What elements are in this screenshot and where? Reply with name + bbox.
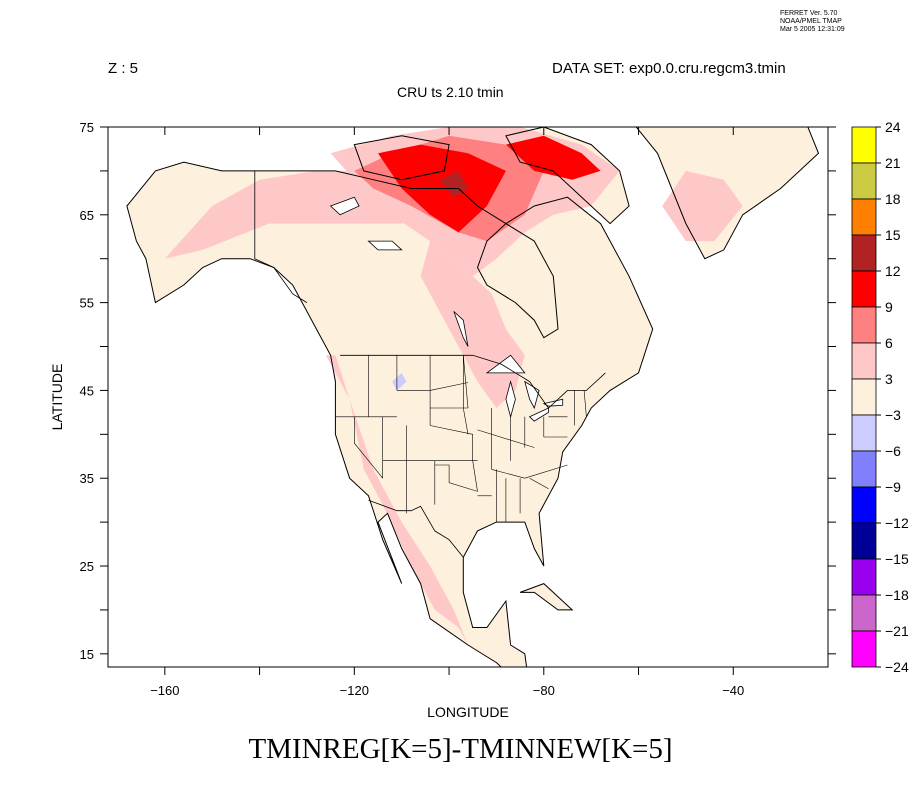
- lake-winnipeg: [453, 311, 469, 347]
- lake-layer: [329, 196, 564, 422]
- y-tick-label: 45: [80, 383, 94, 398]
- colorbar-label: 9: [885, 299, 893, 315]
- colorbar-label: −3: [885, 407, 901, 423]
- x-axis-label: LONGITUDE: [427, 704, 509, 720]
- colorbar-label: −9: [885, 479, 901, 495]
- y-axis-label: LATITUDE: [49, 364, 65, 431]
- colorbar-swatch: [851, 342, 877, 380]
- outline-layer: [126, 127, 820, 667]
- state-line-29: [462, 355, 469, 435]
- colorbar-swatch: [851, 450, 877, 488]
- x-tick-label: −120: [340, 683, 369, 698]
- colorbar-label: 18: [885, 191, 901, 207]
- colorbar-label: −24: [885, 659, 909, 675]
- y-tick-label: 65: [80, 208, 94, 223]
- colorbar-label: 6: [885, 335, 893, 351]
- colorbar-label: 21: [885, 155, 901, 171]
- great-bear-lake: [329, 196, 360, 216]
- colorbar-swatch: [851, 306, 877, 344]
- state-line-7: [430, 425, 473, 435]
- colorbar-label: 15: [885, 227, 901, 243]
- ferret-org: NOAA/PMEL TMAP: [780, 18, 842, 25]
- ferret-date: Mar 5 2005 12:31:09: [780, 26, 845, 33]
- coast-victoria-island: [353, 135, 450, 181]
- us-mexico-border: [368, 499, 464, 558]
- colorbar-label: −15: [885, 551, 909, 567]
- colorbar-swatch: [851, 594, 877, 632]
- colorbar-swatch: [851, 486, 877, 524]
- anomaly-region-9: [392, 372, 407, 391]
- colorbar-swatch: [851, 630, 877, 668]
- x-axis: −160 −120 −80 −40: [150, 127, 744, 698]
- anomaly-region-4: [662, 170, 743, 242]
- state-line-13: [434, 464, 478, 492]
- colorbar-label: −18: [885, 587, 909, 603]
- y-tick-label: 25: [80, 559, 94, 574]
- y-tick-label: 55: [80, 296, 94, 311]
- anomaly-region-1: [164, 170, 431, 259]
- anomaly-region-7: [505, 135, 601, 180]
- coast-cuba: [519, 583, 574, 611]
- colorbar-label: 3: [885, 371, 893, 387]
- coast-greenland: [635, 127, 820, 260]
- x-tick-label: −40: [722, 683, 744, 698]
- colorbar-label: −21: [885, 623, 909, 639]
- colorbar-label: 12: [885, 263, 901, 279]
- state-line-14: [472, 434, 478, 492]
- colorbar-swatch: [851, 198, 877, 236]
- colorbar-label: 24: [885, 119, 901, 135]
- ferret-stamp: FERRET Ver. 5.70 NOAA/PMEL TMAP Mar 5 20…: [780, 10, 845, 34]
- chart-title: TMINREG[K=5]-TMINNEW[K=5]: [248, 733, 673, 765]
- coast-baffin-island: [505, 127, 630, 225]
- z-level-label: Z : 5: [108, 60, 139, 77]
- plot-subtitle: CRU ts 2.10 tmin: [397, 84, 504, 100]
- great-slave-lake: [367, 240, 403, 251]
- state-line-30: [430, 382, 469, 391]
- colorbar-label: −12: [885, 515, 909, 531]
- ferret-version: FERRET Ver. 5.70: [780, 10, 838, 17]
- colorbar-swatch: [851, 270, 877, 308]
- colorbar-swatch: [851, 414, 877, 452]
- colorbar-swatch: [851, 162, 877, 200]
- colorbar: 24 21 18 15 12 9 6 3 −3 −6 −9 −12 −15 −18 −21 −24: [851, 119, 909, 675]
- colorbar-label: −6: [885, 443, 901, 459]
- lake-superior: [485, 354, 526, 374]
- state-line-23: [524, 464, 568, 479]
- y-axis: 15 25 35 45 55 65 75: [80, 120, 836, 662]
- state-line-8: [353, 416, 383, 479]
- land-cuba: [520, 583, 573, 610]
- plot-frame: [107, 126, 829, 668]
- colorbar-swatch: [851, 126, 877, 164]
- dataset-label: DATA SET: exp0.0.cru.regcm3.tmin: [552, 60, 786, 77]
- colorbar-swatch: [851, 378, 877, 416]
- state-line-3: [463, 355, 469, 409]
- us-canada-border: [340, 354, 606, 409]
- land-north-america-mainland: [126, 162, 653, 667]
- state-line-24: [529, 477, 549, 490]
- colorbar-swatch: [851, 558, 877, 596]
- anomaly-region-0: [325, 355, 468, 645]
- lake-huron: [524, 380, 540, 410]
- colorbar-swatch: [851, 234, 877, 272]
- lake-erie: [528, 407, 549, 422]
- state-line-17: [491, 469, 525, 479]
- state-line-28: [583, 390, 587, 417]
- y-tick-label: 35: [80, 471, 94, 486]
- x-tick-label: −160: [150, 683, 179, 698]
- y-tick-label: 75: [80, 120, 94, 135]
- y-tick-label: 15: [80, 647, 94, 662]
- x-tick-label: −80: [533, 683, 555, 698]
- alaska-canada-border: [254, 170, 308, 303]
- plot-area: [108, 127, 828, 667]
- colorbar-swatch: [851, 522, 877, 560]
